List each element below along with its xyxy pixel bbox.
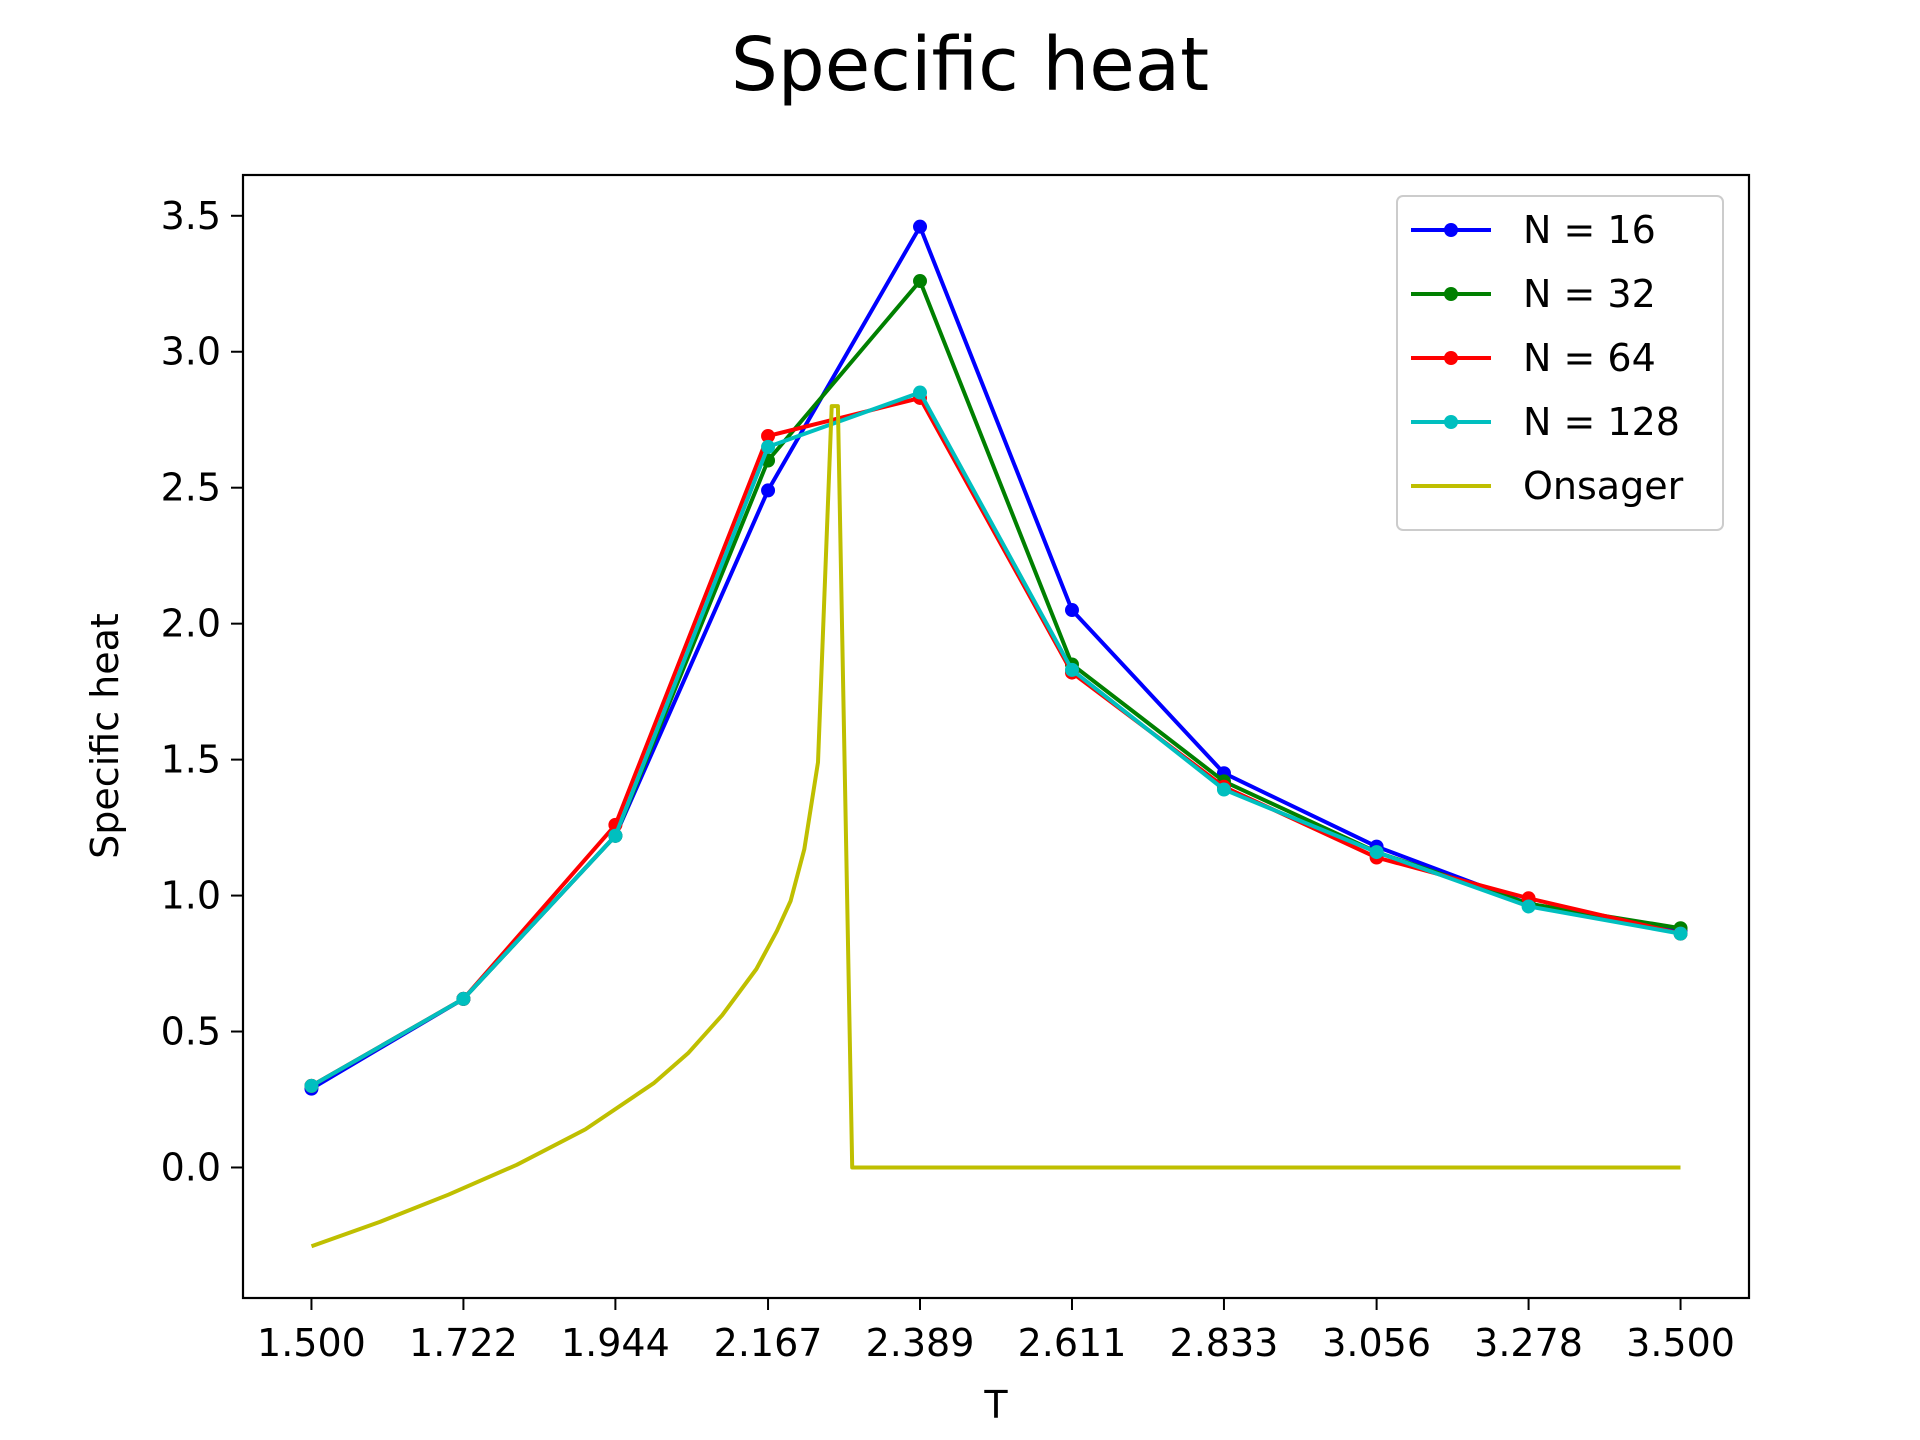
data-point xyxy=(761,439,776,454)
y-tick-label: 3.5 xyxy=(161,194,221,238)
legend-item: Onsager xyxy=(1411,464,1684,508)
chart-title: Specific heat xyxy=(731,22,1209,108)
x-tick-label: 1.944 xyxy=(561,1321,670,1365)
x-tick-label: 3.056 xyxy=(1322,1321,1431,1365)
legend-item: N = 64 xyxy=(1411,336,1656,380)
legend-label: N = 32 xyxy=(1523,272,1656,316)
data-point xyxy=(913,274,928,289)
legend-item: N = 128 xyxy=(1411,400,1680,444)
data-point xyxy=(1216,782,1231,797)
y-axis-ticks: 0.0 0.5 1.0 1.5 2.0 2.5 3.0 3.5 xyxy=(161,194,243,1189)
y-tick-label: 1.0 xyxy=(161,874,221,918)
x-tick-label: 1.500 xyxy=(257,1321,366,1365)
legend-label: N = 16 xyxy=(1523,208,1656,252)
data-point xyxy=(913,219,928,234)
y-axis-label: Specific heat xyxy=(83,613,127,859)
legend-label: Onsager xyxy=(1523,464,1684,508)
legend-label: N = 128 xyxy=(1523,400,1680,444)
data-point xyxy=(1064,603,1079,618)
legend-marker xyxy=(1444,351,1458,365)
data-point xyxy=(913,385,928,400)
legend-item: N = 32 xyxy=(1411,272,1656,316)
data-point xyxy=(1369,845,1384,860)
data-point xyxy=(1521,899,1536,914)
x-tick-label: 2.167 xyxy=(714,1321,823,1365)
x-tick-label: 2.611 xyxy=(1018,1321,1127,1365)
data-point xyxy=(608,828,623,843)
y-tick-label: 3.0 xyxy=(161,330,221,374)
series-onsager xyxy=(310,404,1681,1249)
x-tick-label: 2.389 xyxy=(866,1321,975,1365)
x-axis-label: T xyxy=(983,1383,1008,1427)
y-tick-label: 1.5 xyxy=(161,738,221,782)
x-axis-ticks: 1.500 1.722 1.944 2.167 2.389 2.611 2.833 3.056… xyxy=(257,1298,1735,1365)
data-point xyxy=(1673,926,1688,941)
legend-box xyxy=(1396,195,1724,531)
series-n-128 xyxy=(304,385,1688,1093)
y-tick-label: 2.5 xyxy=(161,466,221,510)
legend: N = 16 N = 32 N = 64 N = 128 Onsager xyxy=(1396,195,1724,531)
x-tick-label: 2.833 xyxy=(1170,1321,1279,1365)
legend-marker xyxy=(1444,415,1458,429)
x-tick-label: 1.722 xyxy=(409,1321,518,1365)
data-point xyxy=(1064,662,1079,677)
series-line xyxy=(310,404,1681,1249)
data-point xyxy=(304,1078,319,1093)
y-tick-label: 2.0 xyxy=(161,602,221,646)
data-point xyxy=(456,991,471,1006)
legend-marker xyxy=(1444,287,1458,301)
y-tick-label: 0.0 xyxy=(161,1145,221,1189)
series-line xyxy=(310,390,1681,1088)
y-tick-label: 0.5 xyxy=(161,1010,221,1054)
x-tick-label: 3.500 xyxy=(1626,1321,1735,1365)
data-point xyxy=(761,429,776,444)
x-tick-label: 3.278 xyxy=(1474,1321,1583,1365)
legend-item: N = 16 xyxy=(1411,208,1656,252)
plot-frame xyxy=(241,173,1751,1300)
legend-label: N = 64 xyxy=(1523,336,1656,380)
data-point xyxy=(761,483,776,498)
legend-marker xyxy=(1444,223,1458,237)
plot-lines xyxy=(304,219,1688,1249)
